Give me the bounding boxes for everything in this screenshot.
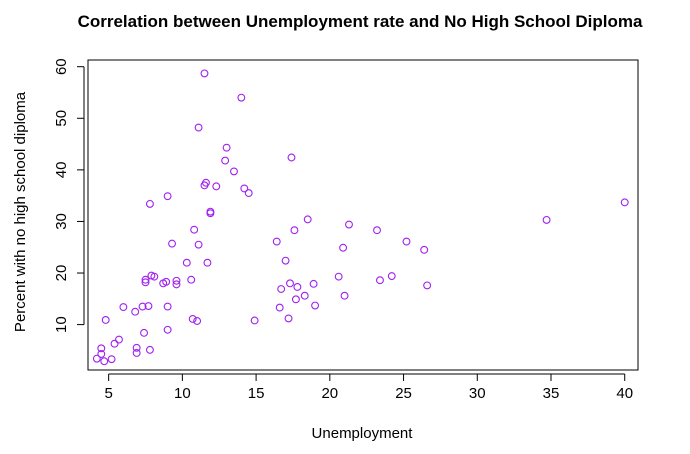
data-point <box>275 303 284 312</box>
data-point <box>202 178 210 187</box>
data-point <box>163 192 172 201</box>
y-tick-label: 20 <box>53 265 70 282</box>
data-point <box>162 277 171 286</box>
data-point <box>222 143 231 152</box>
x-axis-label: Unemployment <box>312 425 414 442</box>
x-tick-label: 35 <box>543 385 560 402</box>
data-point <box>250 316 259 325</box>
data-point <box>100 357 109 366</box>
data-point <box>107 355 116 364</box>
data-point <box>340 291 349 300</box>
data-point <box>339 243 348 252</box>
data-point <box>194 123 203 132</box>
data-point <box>97 350 106 358</box>
data-point <box>237 93 246 102</box>
y-axis-label: Percent with no high school diploma <box>12 91 29 332</box>
data-point <box>182 258 191 267</box>
data-point <box>244 189 253 198</box>
data-point <box>290 226 299 235</box>
data-point <box>144 302 153 310</box>
data-point <box>423 281 432 290</box>
x-tick-label: 20 <box>321 385 338 402</box>
data-point <box>230 167 238 176</box>
data-point <box>194 240 203 249</box>
y-tick-label: 30 <box>53 213 70 230</box>
data-point <box>620 198 629 207</box>
data-point <box>272 237 281 246</box>
data-point <box>291 295 300 304</box>
y-axis: 10 20 30 40 50 60 <box>53 58 85 333</box>
data-point <box>163 325 172 334</box>
x-tick-label: 10 <box>174 385 191 402</box>
y-tick-label: 10 <box>53 316 70 333</box>
y-tick-label: 50 <box>53 110 70 127</box>
data-point <box>141 278 150 287</box>
data-point <box>172 280 181 289</box>
data-point <box>387 272 396 281</box>
data-point <box>132 343 141 352</box>
x-tick-label: 25 <box>395 385 412 402</box>
data-points <box>92 69 629 366</box>
data-point <box>293 283 302 291</box>
data-point <box>145 345 154 354</box>
data-point <box>131 307 140 316</box>
data-point <box>115 335 123 344</box>
data-point <box>188 314 197 323</box>
data-point <box>110 339 119 348</box>
data-point <box>138 302 147 311</box>
data-point <box>145 199 154 208</box>
data-point <box>168 239 176 248</box>
data-point <box>542 215 551 224</box>
x-axis: 5 10 15 20 25 30 35 40 <box>104 373 633 402</box>
y-tick-label: 60 <box>53 58 70 75</box>
data-point <box>200 69 209 78</box>
x-tick-label: 5 <box>104 385 112 402</box>
data-point <box>132 349 141 357</box>
data-point <box>309 279 318 288</box>
data-point <box>193 317 202 325</box>
data-point <box>150 272 159 281</box>
data-point <box>221 156 230 165</box>
data-point <box>97 344 106 353</box>
data-point <box>300 291 309 300</box>
data-point <box>311 301 320 310</box>
data-point <box>281 256 290 265</box>
plot-frame <box>87 59 639 371</box>
x-tick-label: 30 <box>469 385 486 402</box>
data-point <box>190 225 199 234</box>
data-point <box>141 275 150 284</box>
data-point <box>206 207 215 216</box>
data-point <box>334 272 343 281</box>
data-point <box>303 215 312 224</box>
data-point <box>172 276 181 285</box>
data-point <box>240 184 249 193</box>
data-point <box>402 237 411 246</box>
data-point <box>203 258 212 267</box>
data-point <box>140 328 148 337</box>
data-point <box>101 316 110 324</box>
data-point <box>284 314 293 323</box>
y-tick-label: 40 <box>53 162 70 179</box>
data-point <box>345 220 353 229</box>
data-point <box>163 302 172 311</box>
data-point <box>376 276 384 285</box>
data-point <box>287 153 296 162</box>
data-point <box>187 275 196 284</box>
x-tick-label: 40 <box>616 385 633 402</box>
x-tick-label: 15 <box>248 385 265 402</box>
data-point <box>286 279 294 288</box>
chart-title: Correlation between Unemployment rate an… <box>78 12 643 31</box>
data-point <box>420 245 429 254</box>
data-point <box>212 182 221 191</box>
data-point <box>92 354 101 363</box>
data-point <box>373 226 381 235</box>
data-point <box>277 285 286 293</box>
data-point <box>119 303 128 312</box>
